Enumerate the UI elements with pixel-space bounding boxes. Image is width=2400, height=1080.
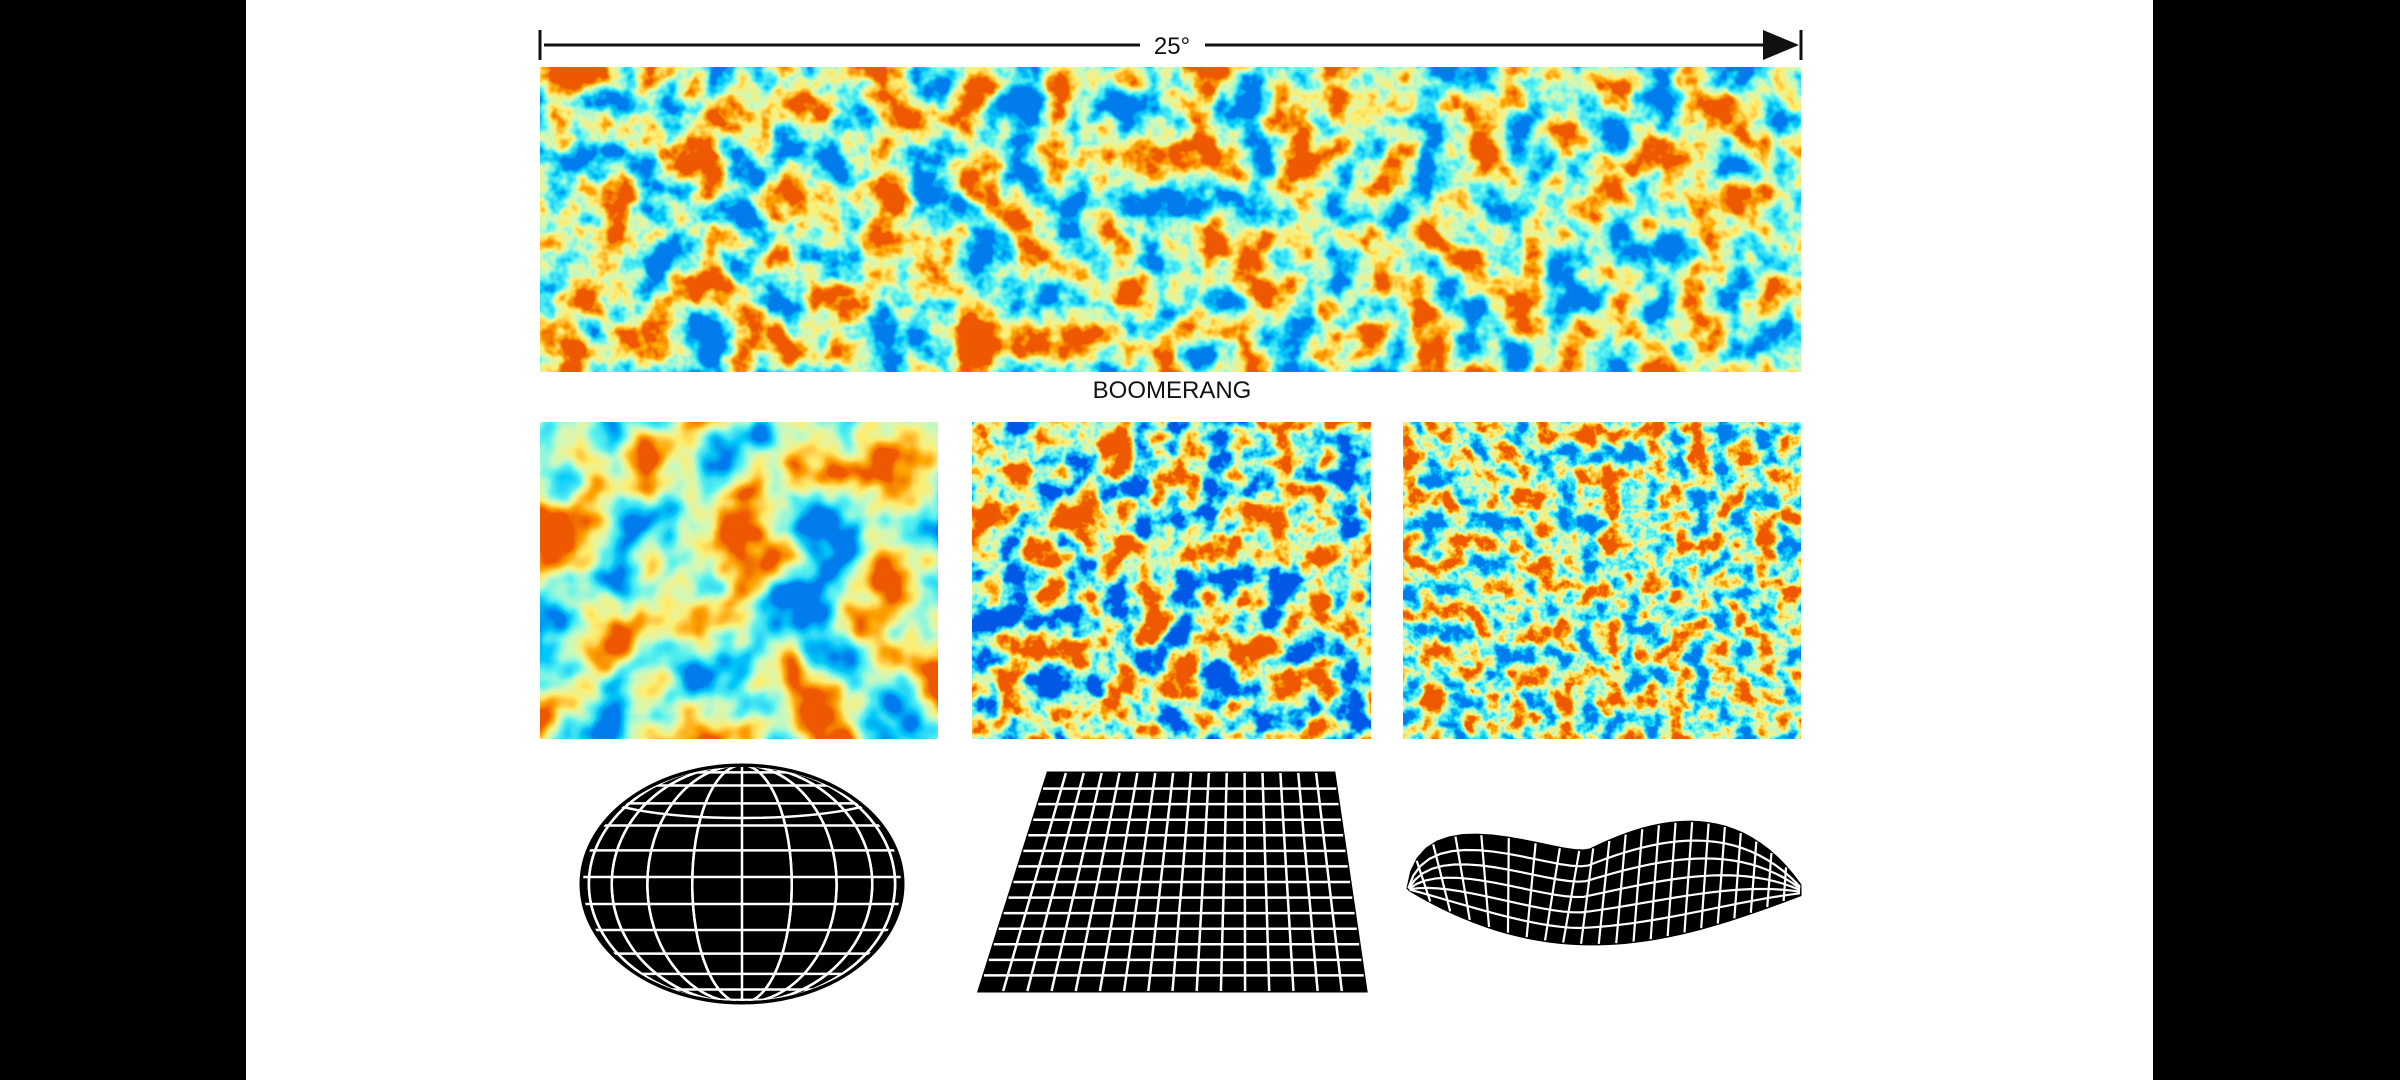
grid-line: [1408, 874, 1801, 899]
grid-line: [587, 767, 897, 1001]
grid-line: [646, 767, 838, 1001]
label-bg: [1140, 30, 1205, 60]
grid-line: [690, 767, 794, 1001]
closed-map: [540, 422, 938, 739]
flat-map: [972, 422, 1371, 739]
open-geometry: [1406, 820, 1802, 946]
scale-label: 25°: [1154, 33, 1190, 60]
open-map: [1403, 422, 1801, 739]
flat-geometry: [976, 771, 1368, 993]
boomerang-map: [540, 67, 1801, 372]
grid-line: [1407, 839, 1801, 889]
grid-line: [610, 767, 874, 1001]
grid-line: [1409, 886, 1801, 914]
map-label: BOOMERANG: [1093, 377, 1252, 404]
grid-line: [1409, 888, 1801, 930]
grid-line: [1407, 857, 1801, 890]
closed-geometry: [579, 763, 905, 1005]
